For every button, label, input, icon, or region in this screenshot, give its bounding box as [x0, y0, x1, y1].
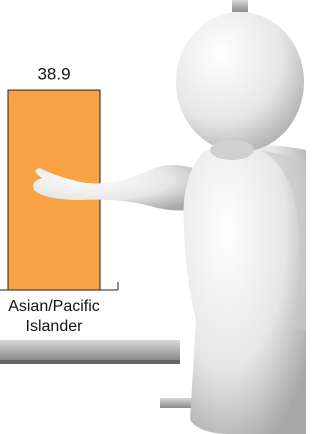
chart: 38.9 [0, 0, 306, 434]
value-label: 38.9 [37, 65, 70, 84]
x-tick-label: Asian/Pacific Islander [6, 297, 102, 337]
page: {"chart_data": {"type": "bar", "categori… [0, 0, 306, 434]
